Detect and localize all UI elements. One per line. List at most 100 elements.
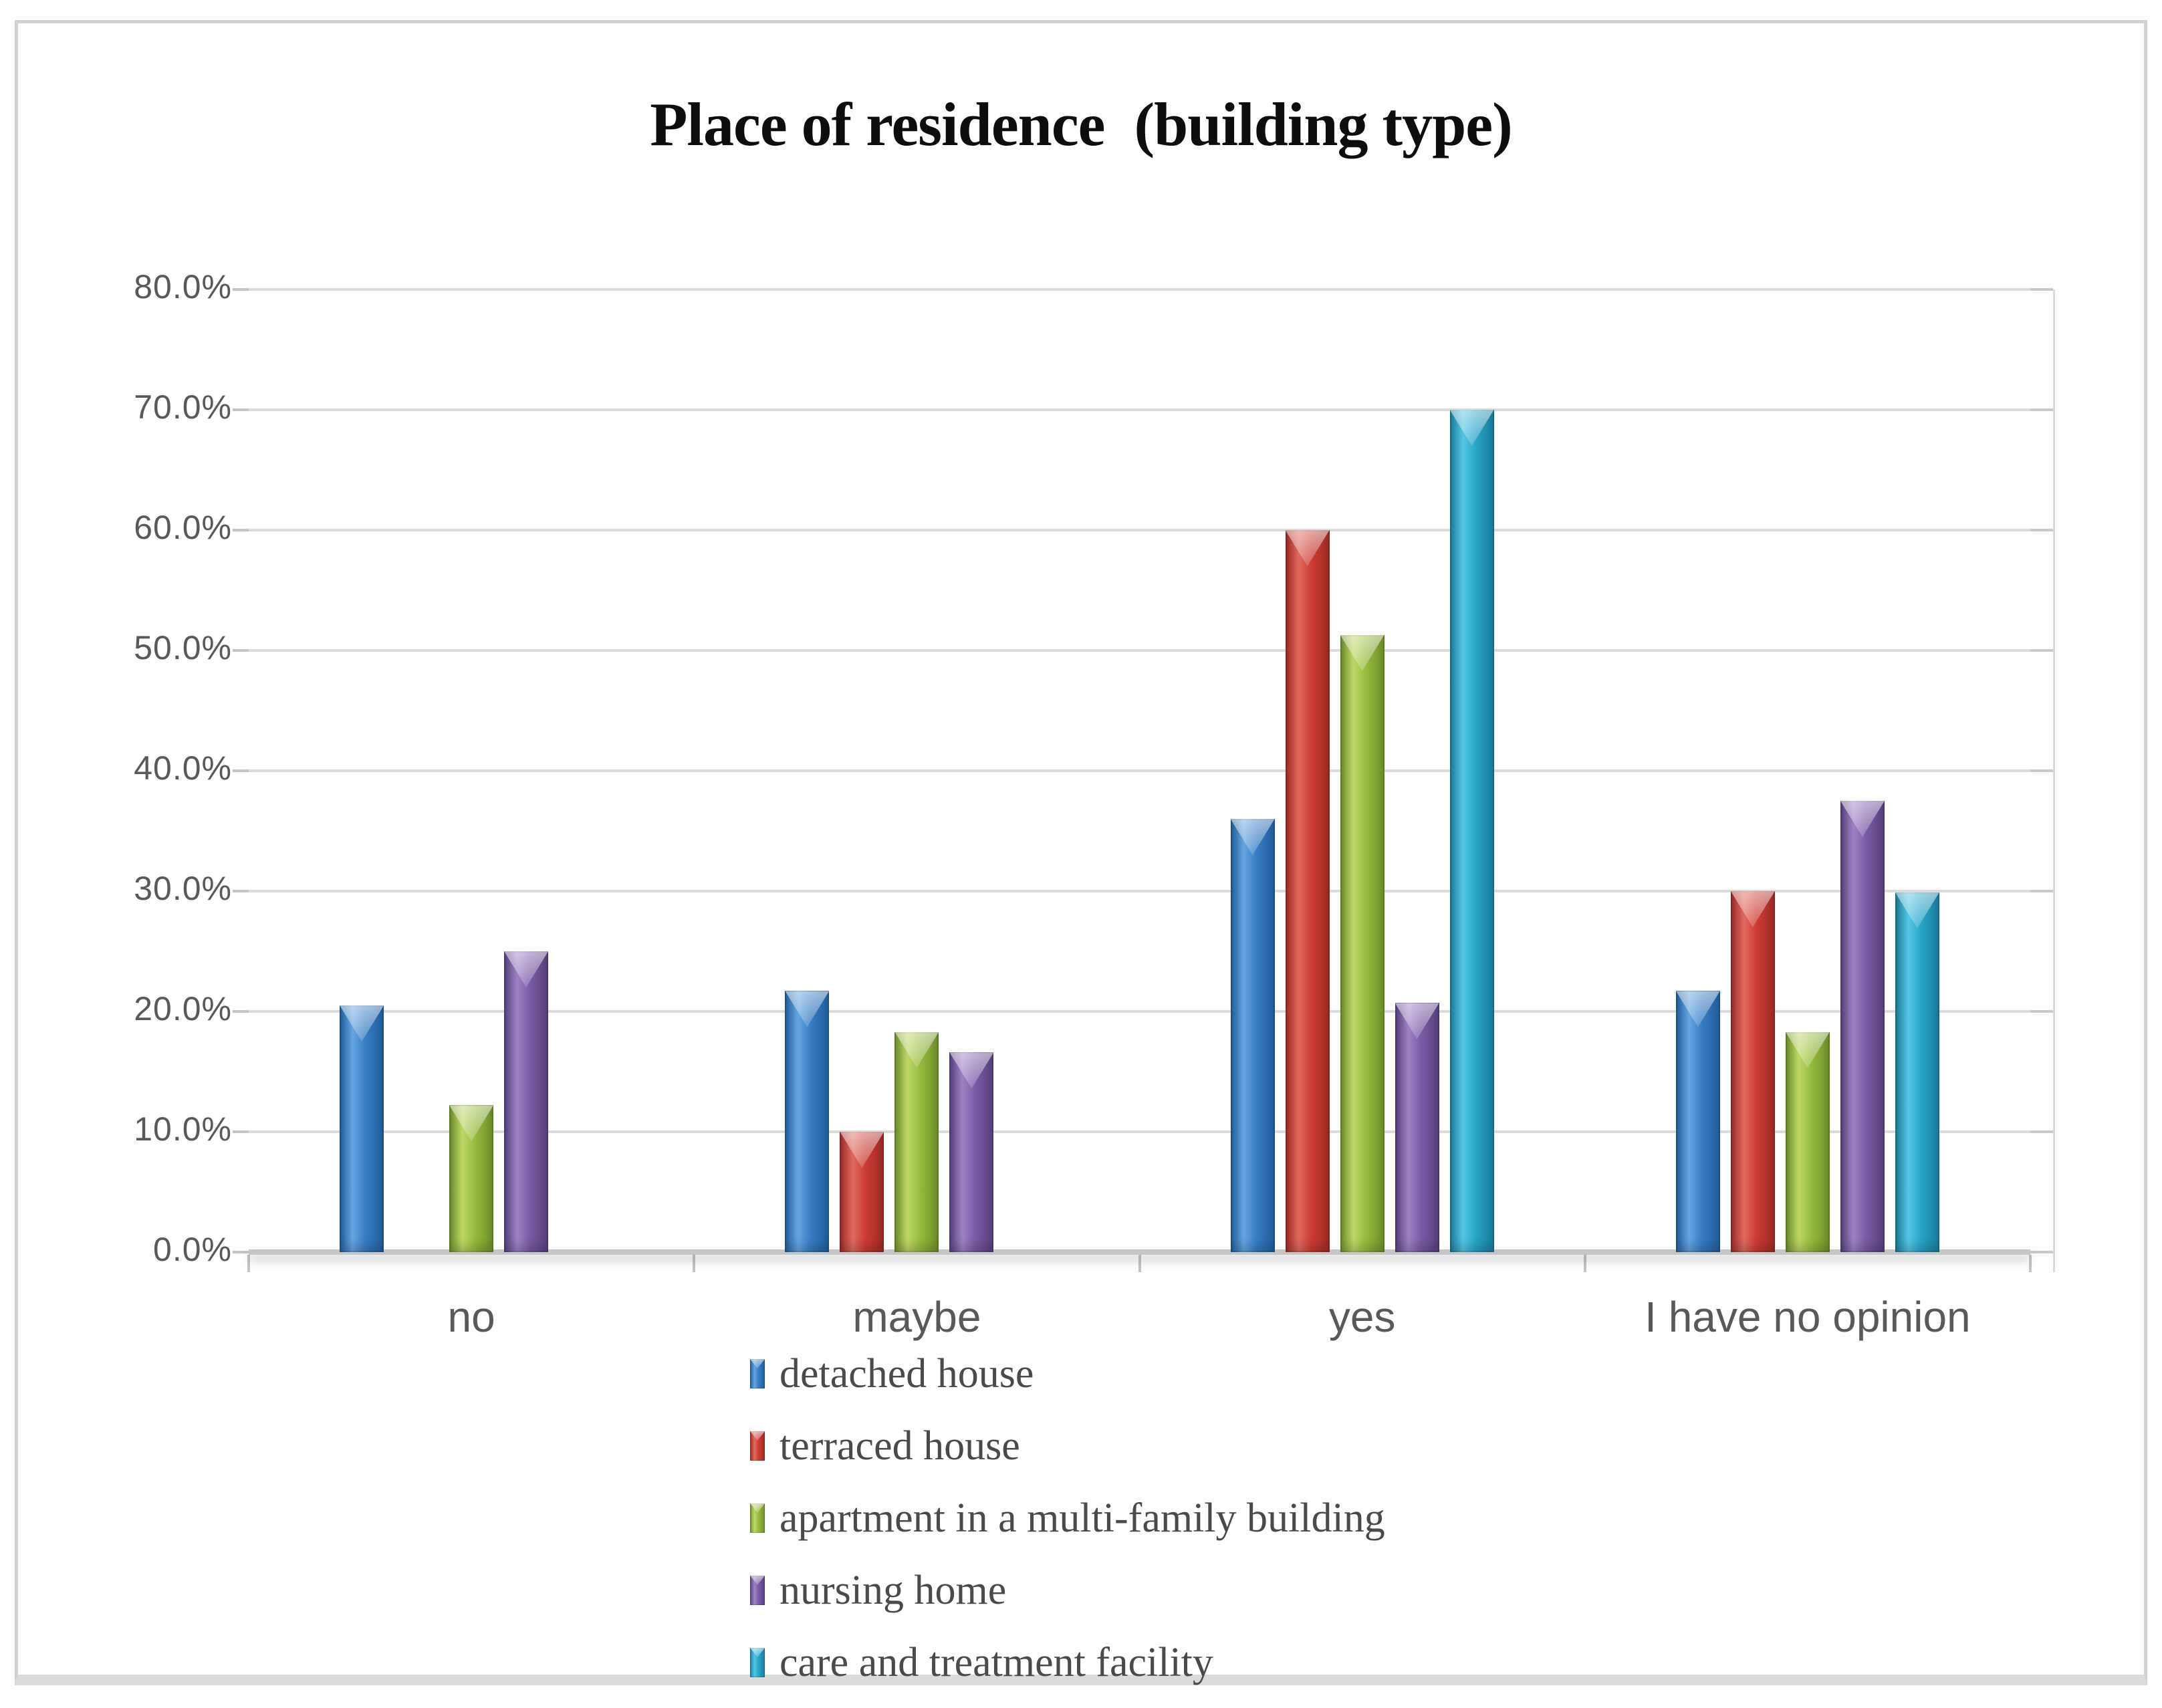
y-axis-label-80pct: 80.0% [134, 268, 232, 306]
bar-top-bevel-highlight [894, 1031, 939, 1068]
bar-nursing-home-no [504, 951, 549, 1252]
y-tick-right-10pct [2030, 1130, 2053, 1133]
legend-swatch-nursing-home [750, 1576, 765, 1605]
x-tick-boundary-4 [2029, 1255, 2032, 1272]
legend-label-detached-house: detached house [779, 1350, 1034, 1396]
legend-swatch-apartment-in-a-multi-family-building [750, 1503, 765, 1533]
bar-apartment-in-a-multi-family-building-i-have-no-opinion [1785, 1031, 1830, 1252]
bar-top-bevel-highlight [949, 1052, 994, 1089]
bar-nursing-home-i-have-no-opinion [1840, 801, 1885, 1252]
bar-top-bevel-highlight [840, 1132, 884, 1168]
bar-terraced-house-i-have-no-opinion [1730, 891, 1775, 1252]
y-axis-label-10pct: 10.0% [134, 1110, 232, 1148]
y-tick-right-70pct [2030, 408, 2053, 411]
x-tick-boundary-0 [247, 1255, 250, 1272]
legend-swatch-bevel [750, 1503, 765, 1513]
gridline-10pct [249, 1130, 2030, 1133]
x-axis-baseline [249, 1249, 2030, 1255]
legend-swatch-care-and-treatment-facility [750, 1648, 765, 1677]
plot-area [233, 288, 2053, 1272]
legend-label-terraced-house: terraced house [779, 1423, 1020, 1469]
y-tick-right-60pct [2030, 529, 2053, 531]
y-tick-left-20pct [233, 1010, 249, 1013]
gridline-30pct [249, 890, 2030, 892]
bar-detached-house-yes [1230, 819, 1275, 1252]
bar-top-bevel-highlight [1840, 801, 1885, 837]
bar-detached-house-i-have-no-opinion [1675, 991, 1720, 1252]
y-tick-left-10pct [233, 1130, 249, 1133]
y-tick-right-80pct [2030, 288, 2053, 291]
legend-item-terraced-house: terraced house [750, 1410, 1385, 1482]
bar-top-bevel-highlight [1230, 819, 1275, 855]
y-axis-label-40pct: 40.0% [134, 749, 232, 787]
y-tick-left-80pct [233, 288, 249, 291]
legend-swatch-bevel [750, 1576, 765, 1585]
y-tick-right-0pct [2030, 1251, 2053, 1253]
gridline-80pct [249, 288, 2030, 291]
bar-apartment-in-a-multi-family-building-yes [1340, 634, 1385, 1252]
bar-top-bevel-highlight [504, 951, 549, 987]
bar-care-and-treatment-facility-i-have-no-opinion [1895, 892, 1939, 1252]
bar-apartment-in-a-multi-family-building-no [449, 1105, 494, 1252]
y-axis-label-0pct: 0.0% [153, 1231, 232, 1268]
y-axis-label-20pct: 20.0% [134, 990, 232, 1027]
y-axis-label-60pct: 60.0% [134, 509, 232, 546]
x-tick-boundary-3 [1583, 1255, 1586, 1272]
bar-top-bevel-highlight [1675, 991, 1720, 1027]
bar-terraced-house-yes [1285, 530, 1330, 1252]
bar-top-bevel-highlight [785, 991, 830, 1027]
chart-frame: Place of residence (building type) 80.0%… [15, 20, 2147, 1685]
legend-item-nursing-home: nursing home [750, 1554, 1385, 1626]
y-axis-label-50pct: 50.0% [134, 629, 232, 666]
legend-item-care-and-treatment-facility: care and treatment facility [750, 1626, 1385, 1699]
y-tick-right-50pct [2030, 649, 2053, 652]
bar-apartment-in-a-multi-family-building-maybe [894, 1031, 939, 1252]
y-axis-label-70pct: 70.0% [134, 388, 232, 426]
bar-top-bevel-highlight [1395, 1003, 1439, 1040]
bar-top-bevel-highlight [1449, 410, 1494, 446]
legend-label-apartment-in-a-multi-family-building: apartment in a multi-family building [779, 1495, 1385, 1541]
bar-nursing-home-yes [1395, 1003, 1439, 1252]
bar-care-and-treatment-facility-yes [1449, 410, 1494, 1252]
bar-detached-house-maybe [785, 991, 830, 1252]
legend-swatch-bevel [750, 1648, 765, 1657]
bar-top-bevel-highlight [1285, 530, 1330, 566]
y-tick-left-30pct [233, 890, 249, 892]
gridline-50pct [249, 649, 2030, 652]
bar-top-bevel-highlight [1340, 634, 1385, 671]
bar-top-bevel-highlight [1730, 891, 1775, 927]
legend-swatch-detached-house [750, 1359, 765, 1388]
legend-swatch-terraced-house [750, 1431, 765, 1461]
plot-right-edge-line [2053, 289, 2055, 1272]
gridline-70pct [249, 408, 2030, 411]
y-tick-right-40pct [2030, 769, 2053, 772]
x-axis-label-no: no [447, 1293, 495, 1341]
bar-top-bevel-highlight [449, 1105, 494, 1142]
gridline-60pct [249, 529, 2030, 531]
y-tick-left-60pct [233, 529, 249, 531]
y-tick-left-0pct [233, 1251, 249, 1253]
bar-top-bevel-highlight [1895, 892, 1939, 929]
legend-swatch-bevel [750, 1359, 765, 1368]
legend: detached house terraced house apartment in… [750, 1338, 1385, 1699]
gridline-40pct [249, 769, 2030, 772]
legend-swatch-bevel [750, 1431, 765, 1441]
chart-title: Place of residence (building type) [650, 90, 1513, 158]
y-tick-left-70pct [233, 408, 249, 411]
x-axis-label-yes: yes [1328, 1293, 1396, 1341]
legend-item-detached-house: detached house [750, 1338, 1385, 1410]
y-axis-label-30pct: 30.0% [134, 870, 232, 907]
legend-label-care-and-treatment-facility: care and treatment facility [779, 1639, 1213, 1685]
bar-nursing-home-maybe [949, 1052, 994, 1252]
legend-label-nursing-home: nursing home [779, 1567, 1007, 1613]
x-tick-boundary-1 [693, 1255, 696, 1272]
x-axis-label-i-have-no-opinion: I have no opinion [1645, 1293, 1971, 1341]
y-tick-left-40pct [233, 769, 249, 772]
y-tick-right-30pct [2030, 890, 2053, 892]
y-tick-right-20pct [2030, 1010, 2053, 1013]
y-tick-left-50pct [233, 649, 249, 652]
bar-top-bevel-highlight [340, 1005, 384, 1042]
bar-detached-house-no [340, 1005, 384, 1252]
bar-top-bevel-highlight [1785, 1031, 1830, 1068]
